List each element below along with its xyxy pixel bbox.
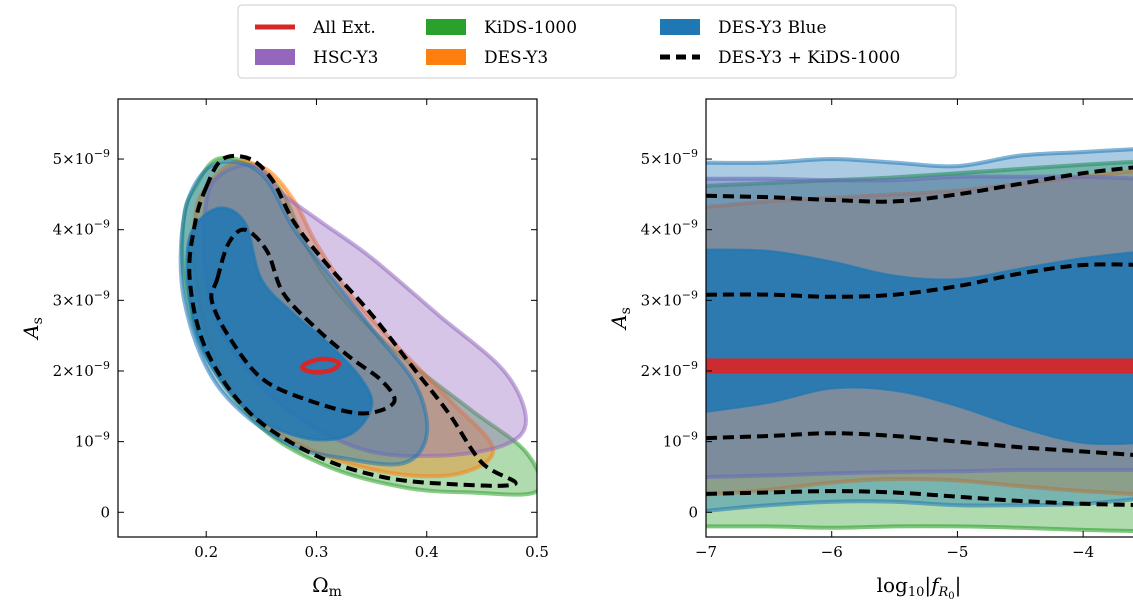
- legend-frame: [237, 4, 957, 79]
- contour-68-all-ext: [300, 356, 342, 375]
- band-all-ext: [706, 359, 1133, 374]
- band-kids-1000-upper-edge: [706, 159, 1133, 188]
- band-des-y3-lower-edge: [706, 476, 1133, 497]
- band-68-des-y3-blue-upper-edge: [706, 248, 1133, 281]
- left-ticks: 0.2 0.3 0.4 0.5 0 10−9 2×10−9 3×10−9 4×10−9 5×10−…: [53, 99, 549, 561]
- legend-swatch-kids-1000: [426, 19, 466, 35]
- legend-swatch-hsc-y3: [255, 49, 295, 65]
- y-tick-label: 5×10−9: [53, 147, 110, 168]
- right-plot-area: [706, 147, 1133, 534]
- band-hsc-y3-upper-edge: [706, 174, 1133, 183]
- legend: All Ext. HSC-Y3 KiDS-1000 DES-Y3 DES-Y3 Blue…: [237, 4, 957, 79]
- right-axes-frame: [705, 98, 1133, 538]
- x-tick-label: −6: [821, 543, 843, 561]
- band-kids-1000-lower-edge: [706, 524, 1133, 534]
- band-68-upper-des-y3-kids-1000: [706, 262, 1133, 299]
- left-y-axis-label: As: [19, 317, 46, 341]
- y-tick-label: 3×10−9: [641, 288, 698, 309]
- contour-68-des-y3-blue: [185, 206, 374, 442]
- left-plot-area: [178, 153, 537, 497]
- x-tick-label: −5: [946, 543, 968, 561]
- legend-label-all-ext: All Ext.: [312, 18, 376, 38]
- legend-label-hsc-y3: HSC-Y3: [313, 48, 378, 68]
- band-68-des-y3-blue-lower-edge: [706, 386, 1133, 446]
- x-tick-label: 0.2: [194, 543, 218, 561]
- y-tick-label: 4×10−9: [641, 218, 698, 239]
- y-tick-label: 3×10−9: [53, 288, 110, 309]
- y-tick-label: 0: [688, 503, 698, 521]
- legend-swatch-des-y3: [426, 49, 466, 65]
- legend-label-des-y3: DES-Y3: [484, 48, 548, 68]
- right-y-axis-label: As: [607, 307, 634, 331]
- y-tick-label: 10−9: [663, 430, 698, 451]
- band-68-lower-des-y3-kids-1000: [706, 431, 1133, 457]
- band-95-des-y3-blue-lower-edge: [706, 497, 1133, 513]
- x-tick-label: 0.5: [525, 543, 549, 561]
- x-tick-label: 0.4: [415, 543, 439, 561]
- right-panel: −7 −6 −5 −4 0 10−9 2×10−9 3×10−9 4×10−9 5×10−9 lo…: [607, 98, 1133, 601]
- right-x-axis-label: log10|fR0|: [877, 573, 962, 601]
- y-tick-label: 10−9: [75, 430, 110, 451]
- y-tick-label: 2×10−9: [641, 359, 698, 380]
- y-tick-label: 0: [100, 503, 110, 521]
- band-95-des-y3-blue-upper-edge: [706, 147, 1133, 169]
- x-tick-label: −7: [695, 543, 717, 561]
- right-ticks: −7 −6 −5 −4 0 10−9 2×10−9 3×10−9 4×10−9 5×10−9: [641, 99, 1094, 561]
- legend-label-des-y3-blue: DES-Y3 Blue: [718, 18, 827, 38]
- y-tick-label: 4×10−9: [53, 218, 110, 239]
- y-tick-label: 5×10−9: [641, 147, 698, 168]
- left-x-axis-label: Ωm: [312, 573, 342, 600]
- band-95-lower-des-y3-kids-1000: [706, 489, 1133, 507]
- x-tick-label: 0.3: [305, 543, 329, 561]
- contour-68-des-y3-kids-1000: [209, 227, 397, 416]
- x-tick-label: −4: [1072, 543, 1094, 561]
- left-axes-frame: [117, 98, 538, 538]
- legend-label-des-y3-kids-1000: DES-Y3 + KiDS-1000: [718, 48, 900, 68]
- legend-label-kids-1000: KiDS-1000: [484, 18, 577, 38]
- band-95-upper-des-y3-kids-1000: [706, 165, 1133, 204]
- legend-swatch-des-y3-blue: [660, 19, 700, 35]
- left-panel: 0.2 0.3 0.4 0.5 0 10−9 2×10−9 3×10−9 4×10−9 5×10−…: [19, 98, 549, 600]
- contour-95-des-y3-kids-1000: [187, 153, 518, 488]
- band-hsc-y3-lower-edge: [706, 467, 1133, 479]
- y-tick-label: 2×10−9: [53, 359, 110, 380]
